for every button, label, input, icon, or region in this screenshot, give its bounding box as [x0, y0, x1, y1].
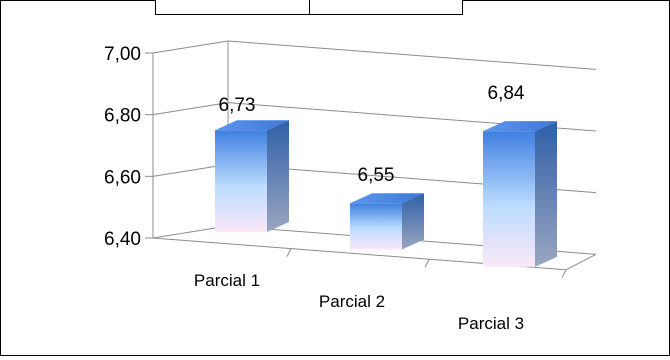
header-box-divider	[309, 0, 310, 14]
x-tick-label: Parcial 1	[194, 271, 260, 290]
gridline	[227, 40, 597, 70]
bar-top	[483, 121, 557, 132]
bar-side	[267, 120, 289, 232]
bar-side	[402, 193, 424, 250]
y-tick-label: 6,40	[104, 229, 141, 250]
x-tick-mark	[424, 259, 430, 268]
header-box	[155, 0, 463, 15]
x-tick-mark	[561, 269, 567, 279]
y-tick-label: 6,60	[104, 167, 141, 188]
bar-side	[535, 121, 557, 267]
bar-front	[350, 203, 402, 250]
bar-front	[483, 131, 535, 267]
data-label: 6,73	[219, 95, 256, 116]
bar-top	[350, 193, 424, 204]
data-label: 6,84	[488, 83, 525, 104]
x-tick-label: Parcial 3	[458, 314, 524, 333]
bar	[350, 193, 424, 250]
bar	[215, 120, 289, 232]
gridline-side	[152, 102, 229, 116]
floor-edge	[565, 253, 597, 271]
x-tick-mark	[286, 248, 292, 257]
y-tick-label: 6,80	[104, 106, 141, 127]
bar	[483, 121, 557, 267]
data-label: 6,55	[358, 165, 395, 186]
bar-front	[215, 130, 267, 232]
gridline-side	[152, 40, 229, 54]
bar-top	[215, 120, 289, 131]
x-tick-label: Parcial 2	[319, 292, 385, 311]
y-tick-label: 7,00	[104, 44, 141, 65]
